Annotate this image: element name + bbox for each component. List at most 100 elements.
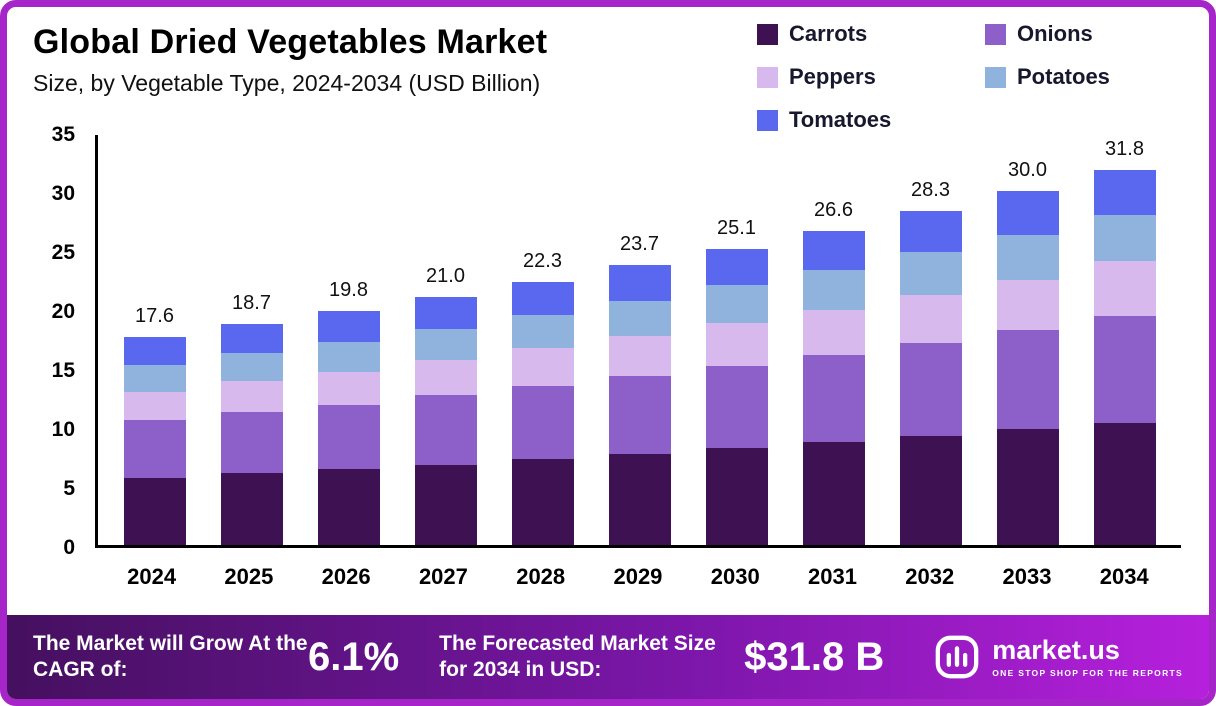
bar-segment-onions <box>802 355 865 443</box>
legend-item-onions: Onions <box>985 21 1185 47</box>
brand-logo: market.us ONE STOP SHOP FOR THE REPORTS <box>934 634 1183 680</box>
market-us-icon <box>935 635 979 679</box>
bar-total-label: 18.7 <box>232 292 271 315</box>
bar-segment-potatoes <box>705 285 768 324</box>
forecast-value: $31.8 B <box>744 634 885 679</box>
bar-segment-peppers <box>996 279 1059 331</box>
bar-total-label: 17.6 <box>135 305 174 328</box>
y-axis-label: 25 <box>51 241 75 264</box>
legend-swatch <box>757 66 778 88</box>
y-axis-label: 5 <box>63 477 75 500</box>
x-axis-label: 2030 <box>710 564 760 589</box>
bar-segment-potatoes <box>317 342 380 372</box>
bar-segment-carrots <box>220 473 283 545</box>
bar-segment-potatoes <box>511 314 574 348</box>
bar-segment-onions <box>511 385 574 459</box>
bar-segment-tomatoes <box>608 265 671 301</box>
brand-name: market.us <box>992 634 1120 665</box>
bar-segment-peppers <box>705 323 768 366</box>
bar-segment-carrots <box>608 454 671 545</box>
x-axis-label: 2025 <box>224 564 274 589</box>
bar-segment-carrots <box>1093 423 1156 545</box>
bar-segment-tomatoes <box>511 281 574 315</box>
bar-segment-potatoes <box>1093 214 1156 261</box>
legend-item-potatoes: Potatoes <box>985 64 1185 90</box>
bar-segment-onions <box>414 395 477 465</box>
bar-segment-onions <box>996 330 1059 430</box>
chart-header: Global Dried Vegetables Market Size, by … <box>33 23 547 97</box>
chart-legend: Carrots Onions Peppers Potatoes Tomatoes <box>757 21 1185 133</box>
bar-segment-peppers <box>123 391 186 420</box>
bar-total-label: 21.0 <box>426 265 465 288</box>
bar-segment-peppers <box>899 294 962 344</box>
legend-item-tomatoes: Tomatoes <box>757 107 975 133</box>
bar-2030: 25.1 <box>705 217 768 545</box>
legend-swatch <box>757 109 778 131</box>
bar-segment-onions <box>608 376 671 455</box>
bar-segment-potatoes <box>123 364 186 392</box>
bar-segment-onions <box>899 343 962 437</box>
x-axis-label: 2032 <box>905 564 955 589</box>
brand-text: market.us ONE STOP SHOP FOR THE REPORTS <box>992 634 1183 678</box>
legend-label: Tomatoes <box>789 107 892 132</box>
bar-segment-tomatoes <box>414 297 477 330</box>
bar-segment-tomatoes <box>705 248 768 286</box>
bar-segment-tomatoes <box>317 311 380 343</box>
bar-2025: 18.7 <box>220 292 283 545</box>
legend-item-carrots: Carrots <box>757 21 975 47</box>
bar-segment-peppers <box>1093 260 1156 317</box>
legend-swatch <box>985 66 1006 88</box>
bar-segment-tomatoes <box>899 211 962 253</box>
bar-segment-tomatoes <box>123 337 186 365</box>
y-axis-label: 35 <box>51 123 75 146</box>
bar-segment-carrots <box>899 436 962 545</box>
x-axis-label: 2027 <box>418 564 468 589</box>
bar-2034: 31.8 <box>1093 138 1156 545</box>
footer-banner: The Market will Grow At the CAGR of: 6.1… <box>7 615 1209 699</box>
x-axis: 2024 2025 2026 2027 2028 2029 2030 2031 2032 2033… <box>95 564 1181 590</box>
bar-segment-tomatoes <box>802 231 865 271</box>
bar-segment-carrots <box>511 458 574 545</box>
legend-label: Potatoes <box>1017 64 1110 89</box>
forecast-label: The Forecasted Market Size for 2034 in U… <box>439 631 716 681</box>
bar-total-label: 28.3 <box>911 179 950 202</box>
y-axis: 0 5 10 15 20 25 30 35 <box>33 123 85 559</box>
bar-segment-peppers <box>317 371 380 405</box>
y-axis-label: 20 <box>51 300 75 323</box>
bar-segment-carrots <box>414 464 477 545</box>
x-axis-label: 2024 <box>127 564 177 589</box>
bar-segment-tomatoes <box>996 191 1059 235</box>
bar-segment-peppers <box>802 310 865 356</box>
chart-title: Global Dried Vegetables Market <box>33 23 548 61</box>
bar-2026: 19.8 <box>317 279 380 545</box>
bar-segment-onions <box>705 365 768 449</box>
bar-2032: 28.3 <box>899 179 962 545</box>
legend-label: Carrots <box>789 21 868 46</box>
bar-total-label: 30.0 <box>1008 159 1047 181</box>
bar-total-label: 23.7 <box>620 233 659 256</box>
x-axis-label: 2033 <box>1002 564 1052 589</box>
chart-subtitle: Size, by Vegetable Type, 2024-2034 (USD … <box>33 70 541 96</box>
bar-segment-carrots <box>802 442 865 545</box>
x-axis-label: 2034 <box>1099 564 1149 589</box>
bar-segment-onions <box>123 419 186 478</box>
bar-segment-onions <box>220 411 283 474</box>
bar-segment-potatoes <box>899 252 962 295</box>
cagr-value: 6.1% <box>308 634 400 679</box>
bar-total-label: 25.1 <box>717 216 756 239</box>
bar-2031: 26.6 <box>802 199 865 545</box>
bar-segment-carrots <box>705 448 768 545</box>
legend-item-peppers: Peppers <box>757 64 975 90</box>
x-axis-label: 2028 <box>516 564 566 589</box>
bar-segment-potatoes <box>608 300 671 337</box>
bar-segment-tomatoes <box>1093 169 1156 215</box>
cagr-label: The Market will Grow At the CAGR of: <box>33 631 308 681</box>
bar-total-label: 19.8 <box>329 279 368 302</box>
y-axis-label: 15 <box>51 359 75 382</box>
x-axis-label: 2026 <box>321 564 371 589</box>
bar-segment-potatoes <box>414 329 477 360</box>
legend-swatch <box>985 23 1006 45</box>
bar-segment-carrots <box>996 429 1059 545</box>
brand-tagline: ONE STOP SHOP FOR THE REPORTS <box>992 667 1183 678</box>
